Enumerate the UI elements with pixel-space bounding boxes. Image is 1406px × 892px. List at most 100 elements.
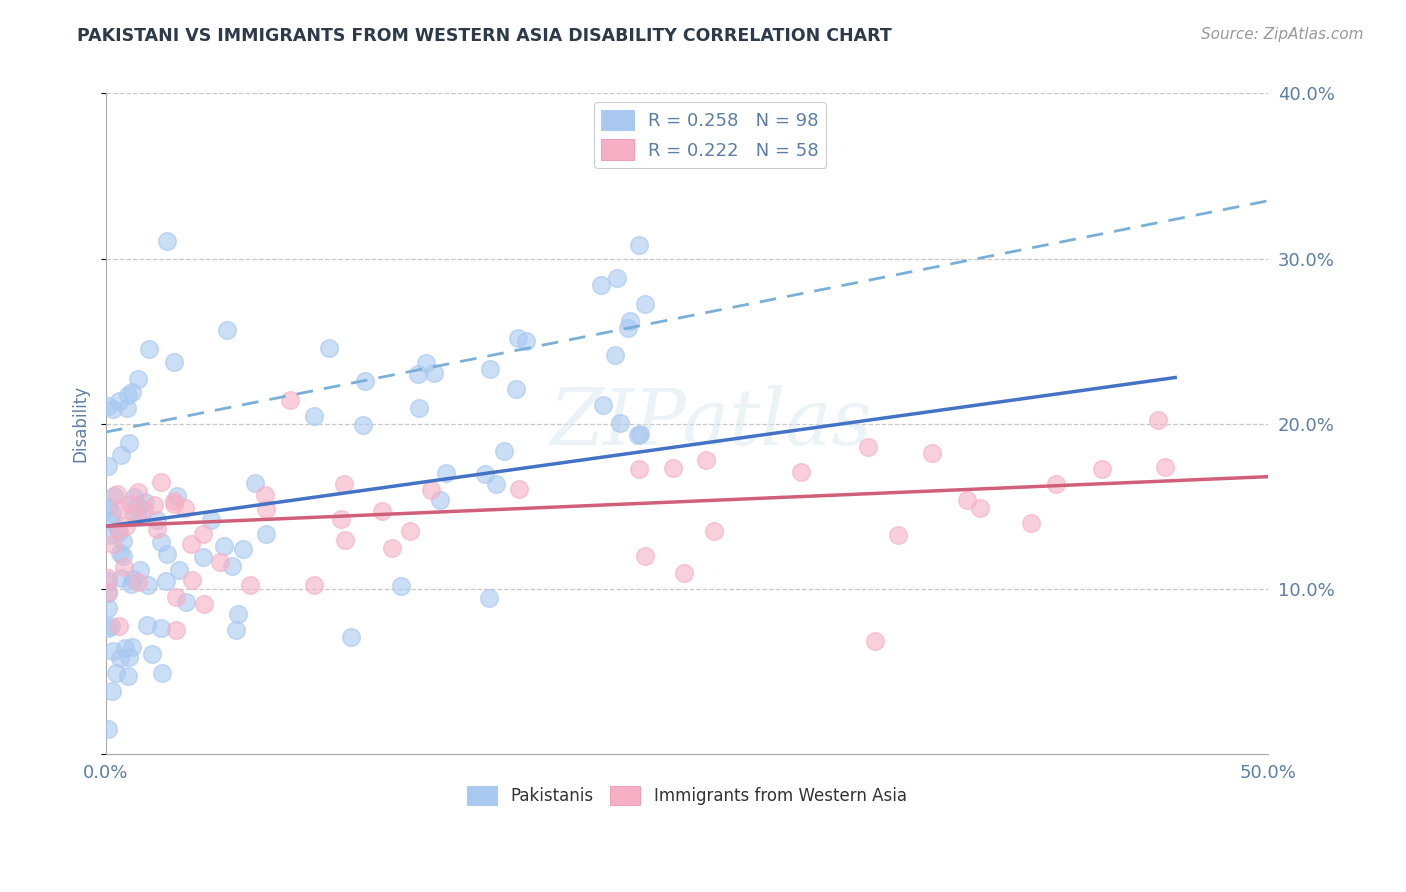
Point [166,489,188,503]
Point [856,440,879,454]
Point [145,513,167,527]
Point [136,578,159,592]
Point [167,563,190,577]
Point [662,461,685,475]
Point [155,574,177,588]
Point [105,487,128,501]
Point [193,597,215,611]
Point [127,485,149,500]
Point [380,541,402,555]
Point [163,355,186,369]
Point [101,402,124,417]
Point [97,399,120,413]
Point [254,487,277,501]
Point [117,649,139,664]
Point [371,504,394,518]
Point [97,621,120,635]
Point [790,465,813,479]
Point [163,494,186,508]
Point [121,572,143,586]
Point [485,477,508,491]
Point [508,482,530,496]
Point [863,634,886,648]
Point [956,492,979,507]
Point [318,341,340,355]
Point [278,392,301,407]
Point [423,366,446,380]
Point [606,270,628,285]
Point [619,314,641,328]
Point [628,238,651,252]
Point [174,595,197,609]
Point [254,502,277,516]
Point [887,528,910,542]
Y-axis label: Disability: Disability [72,385,89,462]
Point [97,722,120,736]
Point [165,623,187,637]
Point [1091,462,1114,476]
Point [408,401,430,415]
Point [122,490,145,504]
Point [254,527,277,541]
Point [125,499,148,513]
Point [478,362,501,376]
Point [627,427,650,442]
Point [695,453,717,467]
Point [105,666,128,681]
Point [110,448,132,462]
Point [150,535,173,549]
Text: Source: ZipAtlas.com: Source: ZipAtlas.com [1201,27,1364,42]
Point [107,394,129,409]
Point [515,334,537,349]
Point [208,555,231,569]
Point [921,446,943,460]
Point [492,444,515,458]
Point [226,607,249,622]
Point [406,367,429,381]
Point [108,545,131,559]
Point [97,574,120,588]
Point [101,506,124,520]
Point [146,522,169,536]
Point [101,683,124,698]
Point [340,631,363,645]
Point [333,533,356,547]
Point [156,547,179,561]
Point [506,331,529,345]
Point [592,398,614,412]
Point [97,586,120,600]
Point [589,277,612,292]
Point [302,577,325,591]
Point [478,591,501,606]
Point [429,492,451,507]
Point [200,513,222,527]
Point [97,458,120,473]
Point [114,641,136,656]
Point [117,669,139,683]
Point [191,549,214,564]
Point [330,512,353,526]
Point [103,489,125,503]
Point [125,508,148,523]
Point [165,590,187,604]
Point [117,401,139,415]
Point [239,577,262,591]
Point [111,549,134,564]
Point [1021,516,1043,530]
Point [150,621,173,635]
Point [108,524,131,539]
Point [617,321,640,335]
Point [100,515,122,529]
Point [474,467,496,482]
Point [117,388,139,402]
Text: ZIPatlas: ZIPatlas [550,385,872,462]
Point [391,579,413,593]
Point [134,495,156,509]
Point [180,574,202,588]
Point [97,571,120,585]
Point [135,618,157,632]
Point [127,372,149,386]
Point [221,558,243,573]
Point [225,623,247,637]
Point [97,585,120,599]
